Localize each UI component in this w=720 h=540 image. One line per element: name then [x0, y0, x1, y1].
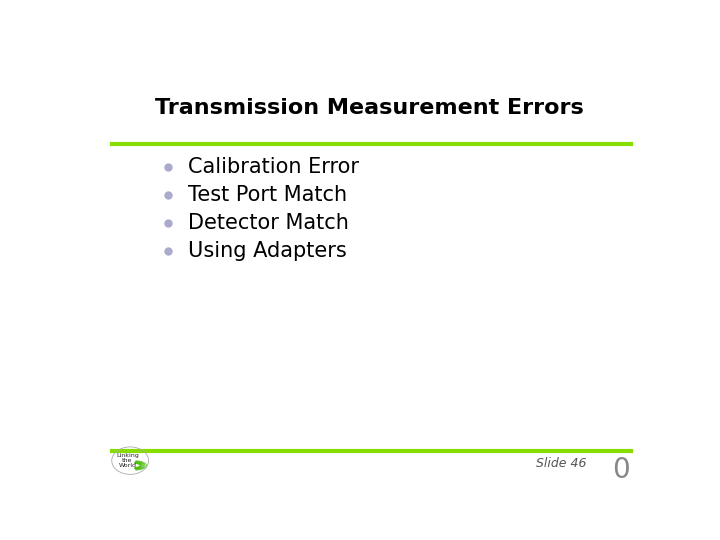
Text: Test Port Match: Test Port Match [188, 185, 347, 205]
Text: Slide 46: Slide 46 [536, 457, 587, 470]
Text: 0: 0 [612, 456, 630, 484]
Text: Linking: Linking [116, 454, 139, 458]
Text: Transmission Measurement Errors: Transmission Measurement Errors [155, 98, 583, 118]
Text: Using Adapters: Using Adapters [188, 241, 346, 261]
Text: World: World [118, 463, 136, 468]
Text: Detector Match: Detector Match [188, 213, 348, 233]
Text: the: the [122, 458, 132, 463]
Text: Calibration Error: Calibration Error [188, 157, 359, 177]
